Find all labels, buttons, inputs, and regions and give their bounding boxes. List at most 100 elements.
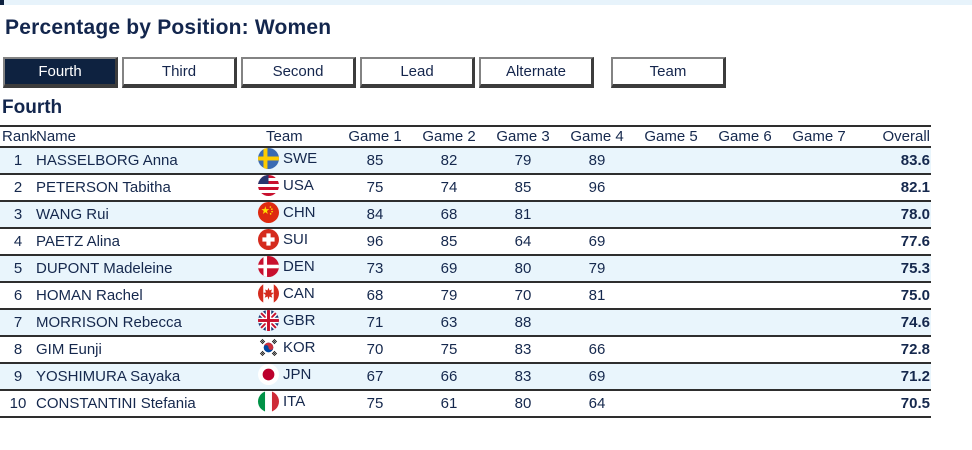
game-3-cell: 79 [486,147,560,175]
game-5-cell [634,174,708,202]
col-header-game-7: Game 7 [782,125,856,148]
team-code: ITA [283,393,306,410]
team-code: DEN [283,258,315,275]
game-6-cell [708,363,782,391]
game-6-cell [708,336,782,364]
game-4-cell: 81 [560,282,634,310]
name-cell: PAETZ Alina [36,228,258,256]
game-1-cell: 68 [338,282,412,310]
game-2-cell: 61 [412,390,486,418]
game-6-cell [708,201,782,229]
tab-alternate[interactable]: Alternate [479,57,594,88]
flag-sui-icon [258,229,279,250]
col-header-name: Name [36,125,258,148]
overall-cell: 82.1 [856,174,931,202]
game-6-cell [708,174,782,202]
position-tabs: Fourth Third Second Lead Alternate Team [3,57,972,88]
game-3-cell: 80 [486,390,560,418]
game-3-cell: 88 [486,309,560,337]
table-row: 8 GIM Eunji KOR 70 75 83 66 72.8 [0,336,931,364]
game-7-cell [782,282,856,310]
game-4-cell: 69 [560,228,634,256]
table-row: 2 PETERSON Tabitha USA 75 74 85 96 82.1 [0,174,931,202]
overall-cell: 74.6 [856,309,931,337]
table-row: 3 WANG Rui CHN 84 68 81 78.0 [0,201,931,229]
section-heading: Fourth [2,97,63,118]
team-cell: ITA [258,390,338,418]
game-6-cell [708,147,782,175]
name-cell: PETERSON Tabitha [36,174,258,202]
game-1-cell: 75 [338,390,412,418]
col-header-game-2: Game 2 [412,125,486,148]
game-1-cell: 85 [338,147,412,175]
game-4-cell: 66 [560,336,634,364]
flag-can-icon [258,283,279,304]
overall-cell: 77.6 [856,228,931,256]
table-row: 5 DUPONT Madeleine DEN 73 69 80 79 75.3 [0,255,931,283]
game-4-cell [560,309,634,337]
team-cell: KOR [258,336,338,364]
game-7-cell [782,255,856,283]
name-cell: HASSELBORG Anna [36,147,258,175]
flag-jpn-icon [258,364,279,385]
game-2-cell: 79 [412,282,486,310]
game-1-cell: 96 [338,228,412,256]
team-cell: SWE [258,147,338,175]
game-7-cell [782,174,856,202]
game-6-cell [708,255,782,283]
team-code: KOR [283,339,316,356]
game-1-cell: 71 [338,309,412,337]
team-code: CAN [283,285,315,302]
rank-cell: 8 [0,336,36,364]
game-7-cell [782,390,856,418]
game-7-cell [782,147,856,175]
game-1-cell: 70 [338,336,412,364]
team-cell: CAN [258,282,338,310]
tab-fourth[interactable]: Fourth [3,57,118,88]
name-cell: MORRISON Rebecca [36,309,258,337]
name-cell: DUPONT Madeleine [36,255,258,283]
team-cell: JPN [258,363,338,391]
tab-second[interactable]: Second [241,57,356,88]
game-7-cell [782,363,856,391]
game-5-cell [634,255,708,283]
flag-kor-icon [258,337,279,358]
game-3-cell: 81 [486,201,560,229]
page-title: Percentage by Position: Women [5,16,332,39]
name-cell: HOMAN Rachel [36,282,258,310]
col-header-overall: Overall [856,125,931,148]
team-code: SUI [283,231,309,248]
tab-lead[interactable]: Lead [360,57,475,88]
game-5-cell [634,336,708,364]
game-1-cell: 73 [338,255,412,283]
flag-chn-icon [258,202,279,223]
col-header-game-4: Game 4 [560,125,634,148]
name-cell: YOSHIMURA Sayaka [36,363,258,391]
tab-third[interactable]: Third [122,57,237,88]
overall-cell: 72.8 [856,336,931,364]
game-6-cell [708,390,782,418]
game-1-cell: 84 [338,201,412,229]
top-strip-accent [0,0,4,5]
name-cell: CONSTANTINI Stefania [36,390,258,418]
game-7-cell [782,309,856,337]
table-row: 10 CONSTANTINI Stefania ITA 75 61 80 64 70.5 [0,390,931,418]
team-cell: SUI [258,228,338,256]
game-5-cell [634,390,708,418]
game-4-cell: 79 [560,255,634,283]
name-cell: GIM Eunji [36,336,258,364]
table-row: 6 HOMAN Rachel CAN 68 79 70 81 75.0 [0,282,931,310]
tab-team[interactable]: Team [611,57,726,88]
game-4-cell: 89 [560,147,634,175]
rank-cell: 3 [0,201,36,229]
flag-den-icon [258,256,279,277]
game-4-cell [560,201,634,229]
flag-swe-icon [258,148,279,169]
flag-usa-icon [258,175,279,196]
game-4-cell: 69 [560,363,634,391]
overall-cell: 83.6 [856,147,931,175]
table-body: 1 HASSELBORG Anna SWE 85 82 79 89 83.6 2 PETERSON… [0,147,931,418]
flag-ita-icon [258,391,279,412]
game-7-cell [782,228,856,256]
game-2-cell: 66 [412,363,486,391]
